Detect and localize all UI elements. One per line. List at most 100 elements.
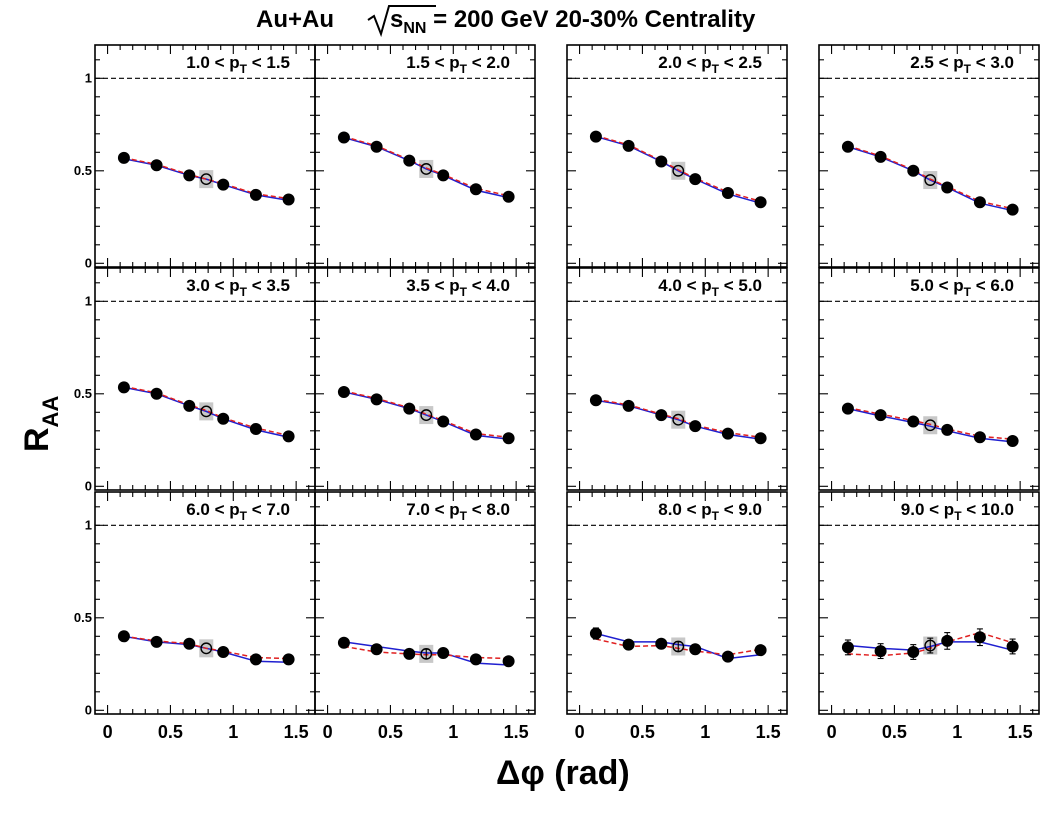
data-point (874, 150, 887, 163)
x-tick-label: 1 (228, 722, 238, 742)
panel-label: 2.0 < pT < 2.5 (658, 53, 762, 76)
data-point (469, 653, 482, 666)
panel-label: 3.5 < pT < 4.0 (406, 276, 510, 299)
panel-grid: 0 0.5 1 1.0 < pT < 1.5 1.5 < pT < 2.0 2.0 < p… (74, 44, 1040, 742)
panel-label-pre: 4.0 < p (658, 276, 711, 295)
panel-label-post: < 3.5 (247, 276, 290, 295)
panel-label-post: < 10.0 (962, 500, 1014, 519)
x-tick-label: 1.5 (504, 722, 529, 742)
x-tick-label: 0 (827, 722, 837, 742)
y-tick-label: 0.5 (74, 386, 92, 401)
panel-label-post: < 8.0 (467, 500, 510, 519)
solid-curve (343, 391, 509, 440)
data-point (150, 387, 163, 400)
solid-curve (123, 158, 289, 202)
open-point (924, 419, 937, 432)
panel-label-post: < 4.0 (467, 276, 510, 295)
x-tick-label: 0.5 (378, 722, 403, 742)
panel-label: 1.0 < pT < 1.5 (186, 53, 290, 76)
panel-label-sub: T (964, 285, 972, 299)
panel-8: 5.0 < pT < 6.0 (818, 267, 1040, 491)
data-point (249, 188, 262, 201)
data-point (941, 634, 954, 647)
data-point (437, 169, 450, 182)
panel-label-pre: 2.0 < p (658, 53, 711, 72)
data-point (469, 183, 482, 196)
data-point (117, 630, 130, 643)
panel-frame (566, 491, 788, 715)
x-tick-label: 0 (323, 722, 333, 742)
data-point (622, 139, 635, 152)
panel-label-sub: T (712, 62, 720, 76)
x-tick-label: 1.5 (284, 722, 309, 742)
data-point (217, 178, 230, 191)
panel-2: 1.5 < pT < 2.0 (314, 44, 536, 268)
title-s: s (390, 6, 403, 33)
data-point (589, 394, 602, 407)
open-point (200, 642, 213, 655)
panel-5: 0 0.5 1 3.0 < pT < 3.5 (74, 267, 316, 493)
data-point (754, 644, 767, 657)
data-point (150, 159, 163, 172)
data-point (282, 653, 295, 666)
figure-title: Au+Au (256, 6, 334, 33)
panel-10: 0 0.5 1 1.5 7.0 < pT < 8.0 (314, 491, 536, 742)
data-point (282, 193, 295, 206)
x-tick-label: 1 (700, 722, 710, 742)
ylabel-main: R (18, 427, 56, 452)
panel-label-pre: 1.5 < p (406, 53, 459, 72)
data-point (589, 627, 602, 640)
data-point (370, 643, 383, 656)
data-point (282, 430, 295, 443)
data-point (502, 655, 515, 668)
panel-label-pre: 3.5 < p (406, 276, 459, 295)
panel-label-sub: T (240, 509, 248, 523)
data-point (437, 415, 450, 428)
panel-label: 2.5 < pT < 3.0 (910, 53, 1014, 76)
ylabel-sub: AA (38, 396, 63, 428)
panel-label-pre: 5.0 < p (910, 276, 963, 295)
data-point (841, 402, 854, 415)
panel-frame (566, 44, 788, 268)
panel-label-pre: 8.0 < p (658, 500, 711, 519)
data-point (721, 650, 734, 663)
data-point (337, 636, 350, 649)
x-tick-label: 1.5 (756, 722, 781, 742)
open-point (672, 640, 685, 653)
panel-3: 2.0 < pT < 2.5 (566, 44, 788, 268)
open-point (420, 647, 433, 660)
open-point (672, 413, 685, 426)
data-point (655, 637, 668, 650)
x-axis-label: Δφ (rad) (496, 754, 630, 792)
y-axis-label: RAA (18, 396, 63, 452)
data-point (941, 181, 954, 194)
data-point (117, 151, 130, 164)
panel-label-post: < 2.5 (719, 53, 762, 72)
data-point (117, 381, 130, 394)
panel-label-sub: T (964, 62, 972, 76)
panel-label-post: < 6.0 (971, 276, 1014, 295)
data-point (754, 432, 767, 445)
y-tick-label: 0.5 (74, 163, 92, 178)
data-point (403, 402, 416, 415)
panel-frame (314, 44, 536, 268)
open-point (420, 163, 433, 175)
data-point (150, 635, 163, 648)
x-tick-label: 1 (952, 722, 962, 742)
y-tick-label: 0 (85, 478, 92, 493)
panel-label-sub: T (460, 285, 468, 299)
data-point (337, 385, 350, 398)
y-tick-label: 0 (85, 255, 92, 270)
data-point (841, 140, 854, 153)
data-point (249, 422, 262, 435)
panel-label-post: < 3.0 (971, 53, 1014, 72)
open-point (420, 409, 433, 421)
panel-label-sub: T (712, 285, 720, 299)
x-tick-label: 0 (103, 722, 113, 742)
title-rad: sNN = 200 GeV 20-30% Centrality (390, 6, 756, 37)
data-point (502, 190, 515, 203)
data-point (589, 130, 602, 143)
panel-frame (818, 44, 1040, 268)
data-point (337, 131, 350, 144)
